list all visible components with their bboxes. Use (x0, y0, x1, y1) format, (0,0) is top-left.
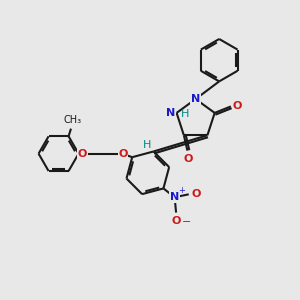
Text: O: O (183, 154, 193, 164)
Text: O: O (78, 149, 87, 159)
Text: O: O (118, 149, 128, 159)
Text: O: O (233, 101, 242, 111)
Text: N: N (170, 192, 179, 202)
Text: −: − (182, 217, 191, 227)
Text: CH₃: CH₃ (63, 115, 81, 125)
Text: H: H (143, 140, 151, 150)
Text: O: O (171, 216, 181, 226)
Text: N: N (191, 94, 200, 104)
Text: +: + (178, 186, 184, 195)
Text: N: N (166, 108, 176, 118)
Text: O: O (191, 189, 200, 199)
Text: H: H (181, 109, 189, 119)
